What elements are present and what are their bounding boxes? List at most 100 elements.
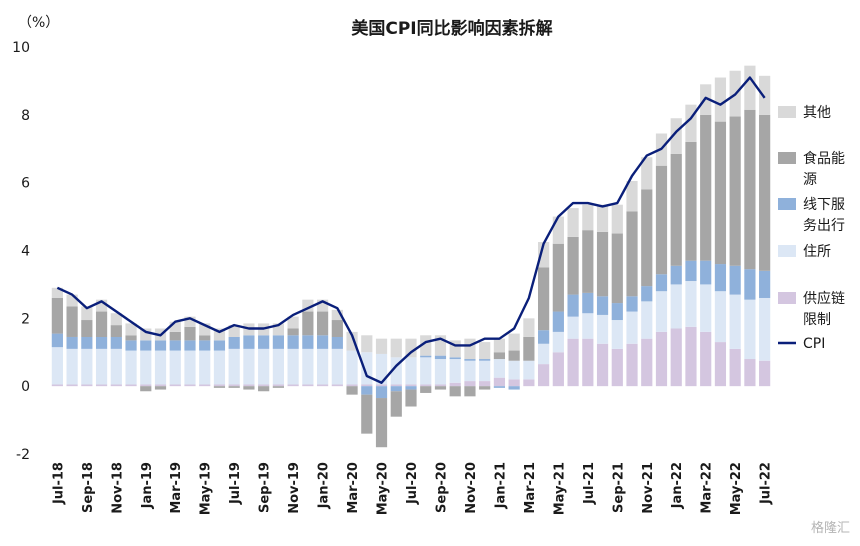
bar-segment <box>434 355 447 360</box>
bar-segment <box>346 350 358 385</box>
y-axis: -2 0 2 4 6 8 10 <box>12 40 30 463</box>
bar-segment <box>538 343 550 365</box>
bar-segment <box>493 338 506 353</box>
bar-segment <box>213 328 226 341</box>
bar-segment <box>700 114 712 261</box>
legend-label: 线下服 <box>803 197 845 213</box>
bar-segment <box>375 338 388 354</box>
bar-segment <box>464 360 476 382</box>
x-tick-label: May-20 <box>376 462 391 515</box>
bar-segment <box>641 157 653 190</box>
bar-segment <box>729 348 741 387</box>
bar-segment <box>169 350 181 385</box>
bar-segment <box>302 384 314 387</box>
bar-segment <box>434 359 447 385</box>
bar-segment <box>670 284 682 329</box>
bar-segment <box>420 386 432 393</box>
bar-segment <box>390 384 402 387</box>
bar-segment <box>169 321 181 332</box>
bar-segment <box>449 359 461 383</box>
bar-segment <box>110 348 122 385</box>
bar-segment <box>361 386 373 395</box>
bar-segment <box>154 340 167 351</box>
y-tick-label: -2 <box>16 447 30 463</box>
bar-segment <box>759 270 771 298</box>
bar-segment <box>199 384 211 387</box>
bar-segment <box>228 348 240 385</box>
bar-segment <box>125 335 137 341</box>
bar-segment <box>626 211 638 297</box>
bar-segment <box>140 340 152 351</box>
bar-segment <box>243 335 255 349</box>
bar-segment <box>552 243 564 312</box>
legend-swatch <box>778 198 796 210</box>
x-tick-label: Nov-21 <box>641 462 656 514</box>
bar-segment <box>641 301 653 339</box>
bar-segment <box>302 299 314 312</box>
legend-label: 住所 <box>803 244 831 260</box>
bar-segment <box>405 386 417 390</box>
bar-segment <box>420 384 432 387</box>
legend-label: 供应链 <box>803 290 845 307</box>
bar-segment <box>390 357 402 385</box>
bar-segment <box>228 325 240 337</box>
bar-segment <box>125 340 137 351</box>
bar-segment <box>199 350 211 385</box>
bar-segment <box>508 379 520 387</box>
x-tick-label: Mar-22 <box>700 462 715 514</box>
bar-segment <box>420 357 432 385</box>
bar-segment <box>316 335 329 349</box>
bar-segment <box>759 75 771 115</box>
bar-segment <box>331 309 343 321</box>
bar-segment <box>714 121 727 265</box>
bar-segment <box>302 311 314 336</box>
bar-segment <box>375 398 388 448</box>
bar-segment <box>316 311 329 336</box>
x-tick-label: Jul-21 <box>582 462 597 505</box>
bar-segment <box>729 265 741 295</box>
bar-segment <box>479 381 491 387</box>
bar-segment <box>567 316 579 339</box>
bar-segment <box>95 384 108 387</box>
bar-segment <box>169 340 181 351</box>
x-tick-label: Jan-20 <box>317 462 332 509</box>
bar-segment <box>420 335 432 356</box>
legend-label: 源 <box>803 172 817 188</box>
x-tick-label: Sep-21 <box>611 462 626 513</box>
bar-stacks <box>51 65 771 448</box>
bar-segment <box>626 343 638 387</box>
bar-segment <box>434 335 447 356</box>
bar-segment <box>66 384 78 387</box>
bar-segment <box>331 384 343 387</box>
bar-segment <box>361 335 373 353</box>
x-tick-label: Jan-21 <box>493 462 508 509</box>
legend-swatch <box>778 245 796 257</box>
y-unit-label: （%） <box>18 15 59 31</box>
x-tick-label: Nov-19 <box>287 462 302 514</box>
bar-segment <box>95 336 108 349</box>
bar-segment <box>213 350 226 385</box>
bar-segment <box>199 340 211 351</box>
bar-segment <box>700 331 712 387</box>
bar-segment <box>759 360 771 387</box>
bar-segment <box>655 274 668 292</box>
bar-segment <box>611 303 623 321</box>
bar-segment <box>125 323 137 336</box>
bar-segment <box>81 320 93 337</box>
bar-segment <box>538 267 550 331</box>
bar-segment <box>243 386 255 390</box>
bar-segment <box>523 318 535 337</box>
bar-segment <box>346 384 358 387</box>
bar-segment <box>744 359 756 387</box>
bar-segment <box>51 347 63 385</box>
bar-segment <box>670 328 682 387</box>
bar-segment <box>552 331 564 353</box>
bar-segment <box>744 299 756 360</box>
bar-segment <box>700 284 712 332</box>
bar-segment <box>287 384 299 387</box>
bar-segment <box>405 357 417 385</box>
bar-segment <box>213 384 226 387</box>
bar-segment <box>169 331 181 341</box>
bar-segment <box>641 286 653 302</box>
bar-segment <box>744 109 756 270</box>
